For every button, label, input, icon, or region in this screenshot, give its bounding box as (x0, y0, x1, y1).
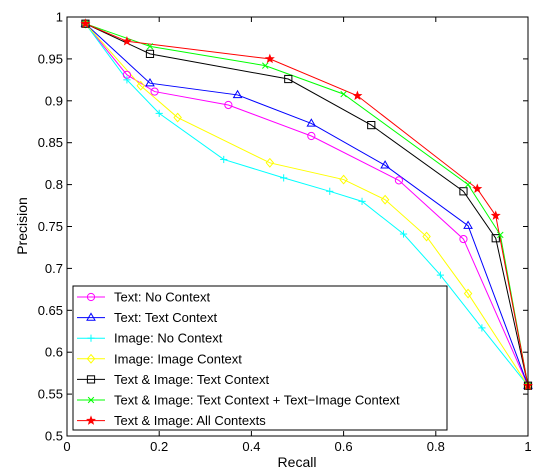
series-line-2 (85, 23, 529, 386)
x-tick-label: 1 (524, 439, 531, 454)
legend-label: Text & Image: Text Context (114, 372, 269, 387)
series-3-point-5 (280, 174, 288, 182)
series-2-point-4 (306, 118, 317, 127)
legend-box (72, 285, 448, 431)
series-line-1 (85, 23, 529, 386)
series-3-point-6 (326, 187, 334, 195)
series-2-point-3 (232, 89, 243, 99)
series-1-point-5 (307, 131, 316, 141)
x-tick-label: 0.2 (150, 439, 168, 454)
series-6-point-3 (261, 62, 269, 69)
series-6-point-2 (146, 43, 154, 50)
y-tick-label: 0.85 (38, 135, 63, 150)
legend-item: Text & Image: Text Context (77, 372, 269, 387)
y-tick-label: 0.55 (38, 387, 63, 402)
series-7-point-5 (472, 183, 483, 194)
series-3-point-4 (220, 155, 228, 164)
series-6-point-6 (497, 231, 504, 239)
series-5-point-4 (367, 121, 376, 130)
series-4-point-5 (339, 174, 348, 185)
series-1-point-3 (150, 87, 159, 96)
y-tick-label: 0.9 (45, 93, 63, 108)
series-4-point-6 (380, 194, 390, 205)
legend-item: Text: Text Context (77, 310, 217, 325)
legend-marker (86, 375, 96, 384)
legend-item: Image: No Context (77, 331, 223, 346)
x-tick-label: 0.8 (427, 439, 445, 454)
x-axis-label: Recall (278, 454, 317, 469)
legend-marker (87, 334, 95, 342)
series-3-point-3 (155, 109, 163, 117)
legend-label: Image: Image Context (114, 351, 242, 366)
series-5-point-3 (284, 74, 293, 84)
series-2-point-6 (463, 220, 473, 229)
series-1-point-6 (394, 176, 404, 185)
y-tick-label: 0.6 (45, 345, 63, 360)
series-line-4 (85, 23, 529, 386)
series-7-point-6 (490, 210, 501, 220)
series-3-point-8 (399, 230, 408, 238)
series-2-point-5 (380, 160, 390, 169)
legend-marker (86, 353, 96, 364)
axis-tick-labels: 0 0.2 0.4 0.6 0.8 1 0.5 0.55 0.6 0.65 0.7 0.75 0.8 0.… (38, 10, 532, 455)
series-3-point-2 (123, 76, 131, 84)
y-tick-label: 1 (56, 10, 63, 25)
x-tick-label: 0.4 (242, 439, 260, 454)
legend: Text: No Context Text: Text Context Image:… (72, 285, 448, 431)
legend-label: Text & Image: All Contexts (114, 413, 266, 428)
y-tick-label: 0.95 (38, 51, 63, 66)
series-line-5 (85, 23, 529, 386)
y-tick-label: 0.5 (45, 429, 63, 444)
series-4-point-8 (463, 288, 473, 299)
y-tick-label: 0.65 (38, 303, 63, 318)
series-1-point-7 (459, 234, 468, 244)
x-tick-label: 0.6 (335, 439, 353, 454)
series-4-point-2 (136, 80, 146, 91)
series-5-point-2 (145, 49, 155, 58)
series-7-point-2 (121, 36, 132, 46)
series-markers (80, 18, 533, 391)
axis-ticks (66, 16, 529, 437)
series-3-point-7 (358, 197, 366, 205)
legend-item: Text & Image: All Contexts (77, 413, 266, 428)
series-5-point-5 (459, 187, 468, 196)
series-5-point-6 (491, 234, 500, 243)
y-axis-label: Precision (14, 197, 30, 255)
series-7-point-3 (264, 53, 275, 64)
x-tick-label: 0 (63, 439, 70, 454)
legend-label: Text & Image: Text Context + Text−Image … (114, 393, 400, 408)
legend-marker (87, 396, 95, 404)
y-tick-label: 0.75 (38, 219, 63, 234)
legend-item: Text: No Context (77, 290, 210, 305)
series-4-point-4 (265, 157, 275, 168)
legend-marker (86, 312, 96, 321)
series-3-point-9 (436, 271, 445, 279)
series-4-point-7 (422, 231, 431, 242)
legend-marker (86, 292, 96, 302)
legend-item: Text & Image: Text Context + Text−Image … (77, 393, 400, 408)
legend-item: Image: Image Context (77, 351, 242, 366)
legend-label: Image: No Context (114, 331, 223, 346)
legend-label: Text: No Context (114, 290, 210, 305)
series-1-point-4 (224, 100, 233, 110)
series-6-point-5 (464, 181, 472, 188)
y-tick-label: 0.7 (45, 261, 63, 276)
legend-label: Text: Text Context (114, 310, 217, 325)
y-tick-label: 0.8 (45, 177, 63, 192)
legend-marker (86, 415, 96, 425)
series-3-point-10 (478, 324, 486, 332)
series-7-point-4 (352, 90, 363, 101)
series-7-point-1 (80, 18, 91, 28)
series-2-point-2 (145, 78, 155, 87)
series-6-point-4 (340, 90, 347, 98)
series-4-point-3 (173, 112, 182, 123)
